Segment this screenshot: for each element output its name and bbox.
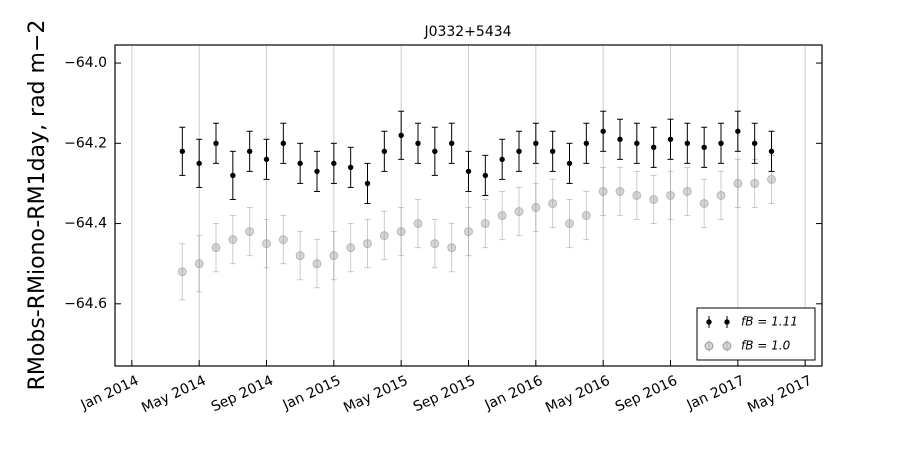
data-point: [482, 172, 489, 179]
legend-marker: [706, 319, 712, 325]
data-point: [634, 140, 640, 147]
data-point: [767, 174, 776, 184]
data-point: [667, 136, 674, 142]
data-point: [480, 219, 490, 229]
legend-box: [696, 307, 816, 361]
data-point: [649, 194, 659, 204]
data-point: [666, 190, 675, 200]
data-point: [295, 251, 305, 261]
data-point: [499, 156, 505, 163]
data-point: [447, 243, 457, 253]
data-point: [396, 227, 406, 237]
y-axis-label: RMobs-RMiono-RM1day, rad m−2: [25, 20, 50, 391]
legend-marker: [722, 341, 732, 351]
data-point: [329, 251, 339, 261]
y-tick-label: −64.4: [64, 216, 107, 232]
data-point: [598, 186, 608, 196]
data-point: [565, 219, 574, 229]
x-tick-label: Jan 2017: [684, 373, 748, 414]
data-point: [415, 140, 421, 147]
data-point: [211, 243, 221, 253]
x-tick-label: Sep 2014: [209, 373, 276, 416]
data-point: [194, 259, 204, 269]
data-point: [230, 172, 236, 179]
data-point: [716, 190, 726, 200]
data-point: [750, 178, 760, 188]
data-point: [347, 164, 354, 171]
legend-label: fB = 1.11: [741, 315, 798, 329]
data-point: [549, 148, 556, 155]
data-point: [464, 227, 473, 237]
data-point: [245, 227, 255, 237]
data-point: [331, 160, 337, 167]
data-point: [733, 178, 743, 188]
data-point: [413, 219, 423, 229]
x-tick-label: Jan 2016: [482, 373, 546, 414]
x-tick-label: May 2015: [341, 373, 410, 417]
legend-marker: [724, 319, 730, 325]
data-point: [312, 259, 322, 269]
data-point: [701, 144, 707, 151]
x-tick-label: Sep 2016: [613, 373, 680, 416]
y-tick-label: −64.0: [64, 55, 107, 71]
plot-frame: [114, 44, 823, 367]
data-point: [581, 211, 591, 221]
data-point: [448, 140, 455, 147]
data-point: [632, 190, 642, 200]
y-tick-label: −64.2: [64, 135, 107, 151]
data-point: [465, 168, 472, 175]
x-tick-label: May 2016: [543, 373, 612, 417]
data-point: [179, 148, 186, 155]
data-point: [246, 148, 253, 155]
data-point: [379, 231, 389, 241]
data-point: [364, 180, 371, 187]
data-point: [615, 186, 625, 196]
y-tick-label: −64.6: [64, 296, 107, 312]
data-point: [684, 140, 691, 147]
data-point: [699, 198, 709, 208]
data-point: [430, 239, 440, 249]
x-tick-label: Jan 2015: [280, 373, 344, 414]
chart-title: J0332+5434: [423, 24, 511, 40]
data-point: [432, 148, 438, 155]
data-point: [363, 239, 372, 249]
data-point: [177, 267, 187, 277]
data-point: [381, 148, 388, 155]
data-point: [735, 128, 741, 134]
legend-label: fB = 1.0: [741, 339, 791, 353]
x-tick-label: Jan 2014: [78, 373, 142, 414]
data-point: [297, 160, 303, 167]
data-point: [196, 160, 202, 167]
data-point: [398, 132, 404, 138]
data-point: [314, 168, 320, 175]
data-point: [213, 140, 219, 147]
data-point: [346, 243, 356, 253]
data-point: [566, 160, 573, 167]
data-point: [531, 203, 541, 213]
data-point: [583, 140, 590, 147]
data-point: [263, 156, 270, 163]
data-point: [497, 211, 507, 221]
x-tick-label: Sep 2015: [411, 373, 478, 416]
data-point: [278, 235, 288, 245]
data-point: [280, 140, 287, 147]
data-point: [718, 140, 724, 147]
x-tick-label: May 2017: [745, 373, 814, 417]
data-point: [533, 140, 539, 147]
data-point: [751, 140, 758, 147]
x-tick-label: May 2014: [139, 373, 208, 417]
data-point: [768, 148, 775, 155]
data-point: [514, 207, 524, 217]
data-point: [262, 239, 271, 249]
data-point: [548, 198, 558, 208]
data-point: [516, 148, 522, 155]
data-point: [228, 235, 238, 245]
legend-marker: [704, 341, 714, 351]
data-point: [682, 186, 692, 196]
data-point: [650, 144, 657, 151]
data-point: [617, 136, 623, 142]
data-point: [600, 128, 606, 134]
